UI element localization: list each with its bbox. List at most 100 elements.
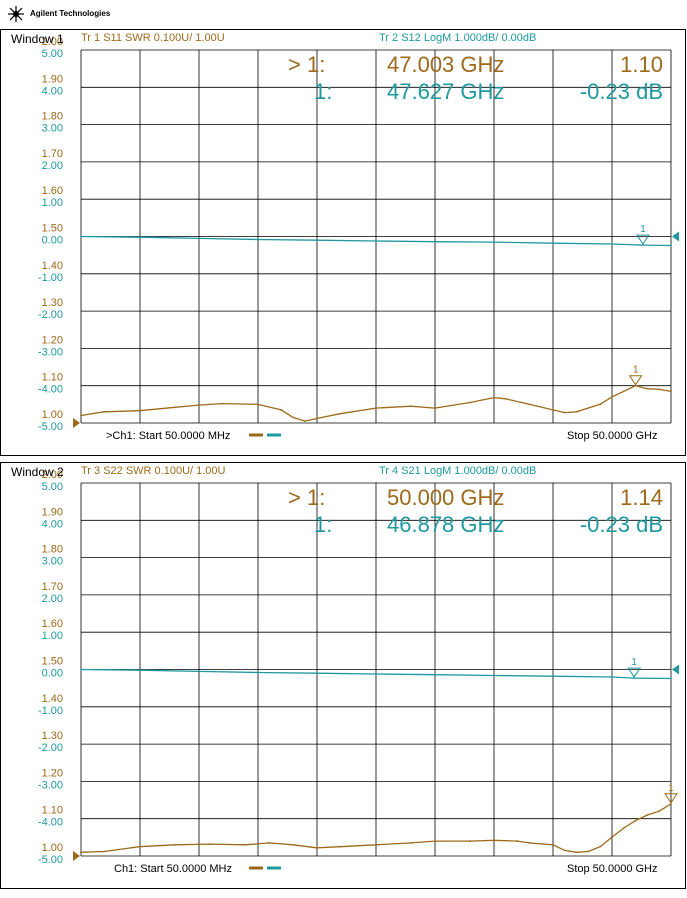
trace-point	[634, 819, 637, 822]
trace-point	[646, 814, 649, 816]
instrument-header: Agilent Technologies	[0, 0, 687, 26]
trace-point	[611, 243, 613, 245]
trace-point	[670, 677, 672, 680]
marker-number-label: 1	[640, 224, 646, 235]
trace-point	[516, 840, 519, 842]
y-tick-label-right: -2.00	[38, 309, 63, 321]
marker-1-freq: 47.003 GHz	[387, 52, 505, 77]
trace-point	[642, 244, 644, 246]
trace-point	[410, 842, 413, 844]
trace-point	[433, 840, 436, 842]
y-tick-label-left: 1.90	[42, 73, 63, 85]
marker-2-index: 1:	[314, 512, 333, 537]
trace-point	[611, 395, 613, 398]
trace-point	[670, 244, 672, 247]
marker-1-index: > 1:	[288, 485, 326, 510]
y-tick-label-left: 1.40	[42, 693, 63, 705]
trace-point	[528, 842, 531, 844]
trace-point	[410, 405, 413, 408]
trace-2-label[interactable]: Tr 2 S12 LogM 1.000dB/ 0.00dB	[379, 32, 537, 44]
sweep-start: Ch1: Start 50.0000 MHz	[114, 863, 233, 875]
y-tick-label-left: 1.30	[42, 730, 63, 742]
trace-point	[292, 843, 294, 846]
trace-3-label[interactable]: Tr 3 S22 SWR 0.100U/ 1.00U	[81, 465, 226, 477]
trace-point	[551, 242, 554, 245]
trace-point	[611, 836, 613, 839]
trace-point	[563, 849, 566, 852]
y-tick-label-right: -1.00	[38, 705, 63, 717]
y-tick-label-right: 0.00	[42, 235, 63, 247]
trace-point	[433, 673, 436, 676]
trace-point	[563, 411, 566, 414]
y-tick-label-right: -3.00	[38, 346, 63, 358]
trace-point	[138, 669, 141, 672]
trace-point	[256, 403, 259, 406]
y-tick-label-left: 1.10	[42, 372, 63, 384]
y-tick-label-left: 1.90	[42, 506, 63, 518]
marker-2-freq: 46.878 GHz	[387, 512, 505, 537]
y-tick-label-right: -4.00	[38, 817, 63, 829]
y-tick-label-left: 1.20	[42, 334, 63, 346]
trace-point	[197, 670, 200, 673]
trace-line-s12-logm	[80, 235, 672, 247]
y-tick-label-left: 1.00	[42, 409, 63, 421]
y-tick-label-right: 2.00	[42, 593, 63, 605]
window-title: Window 2	[11, 465, 64, 479]
trace-point	[658, 388, 661, 391]
trace-point	[633, 677, 636, 679]
y-tick-label-left: 1.80	[42, 111, 63, 123]
window-title: Window 1	[11, 32, 64, 46]
trace-point	[315, 672, 318, 675]
window-2-plot: 2.005.001.904.001.803.001.702.001.601.00…	[38, 469, 679, 870]
y-tick-label-left: 2.00	[42, 36, 63, 48]
y-tick-label-left: 1.80	[42, 544, 63, 556]
y-tick-label-right: 5.00	[42, 481, 63, 493]
trace-point	[256, 238, 259, 241]
trace-4-label[interactable]: Tr 4 S21 LogM 1.000dB/ 0.00dB	[379, 465, 537, 477]
trace-1-label[interactable]: Tr 1 S11 SWR 0.100U/ 1.00U	[81, 32, 225, 44]
trace-point	[80, 851, 82, 854]
y-tick-label-left: 1.60	[42, 618, 63, 630]
trace-point	[221, 402, 224, 405]
trace-point	[197, 237, 200, 240]
trace-point	[551, 675, 554, 678]
sweep-start: >Ch1: Start 50.0000 MHz	[106, 430, 231, 442]
marker-2-value: -0.23 dB	[579, 79, 663, 104]
trace-point	[492, 396, 495, 399]
trace-point	[622, 390, 625, 393]
trace-point	[433, 240, 436, 243]
trace-point	[599, 845, 602, 848]
trace-point	[80, 668, 82, 671]
trace-point	[280, 409, 283, 411]
trace-point	[138, 409, 141, 412]
trace-point	[551, 409, 554, 411]
trace-point	[599, 403, 602, 406]
y-tick-label-left: 2.00	[42, 469, 63, 481]
sweep-stop: Stop 50.0000 GHz	[567, 863, 658, 875]
trace-point	[670, 390, 672, 393]
trace-point	[374, 407, 377, 409]
y-tick-label-right: 0.00	[42, 668, 63, 680]
sweep-stop: Stop 50.0000 GHz	[567, 430, 658, 442]
trace-point	[575, 851, 578, 854]
trace-point	[138, 236, 141, 239]
window-1[interactable]: 2.00 5.00 1.90 4.00 1.80 3.00 1.70 2.00 1.60 1.00…	[0, 29, 686, 456]
trace-point	[339, 412, 342, 415]
y-tick-label-left: 1.50	[42, 656, 63, 668]
agilent-spark-icon	[8, 6, 24, 22]
y-tick-label-right: 1.00	[42, 197, 63, 209]
trace-point	[292, 416, 294, 419]
trace-point	[492, 839, 495, 842]
y-tick-label-left: 1.70	[42, 148, 63, 160]
trace-point	[268, 842, 271, 844]
marker-1-value: 1.10	[620, 52, 663, 77]
trace-point	[469, 840, 472, 842]
trace-point	[197, 404, 200, 406]
y-tick-label-left: 1.00	[42, 842, 63, 854]
marker-triangle-icon	[636, 234, 650, 245]
window-2[interactable]: 2.00 5.00 1.90 4.00 1.80 3.00 1.70 2.00 1.60 1.00…	[0, 462, 686, 889]
trace-point	[103, 410, 105, 413]
trace-point	[634, 384, 637, 387]
y-tick-label-right: -5.00	[38, 421, 63, 433]
trace-point	[587, 850, 590, 853]
